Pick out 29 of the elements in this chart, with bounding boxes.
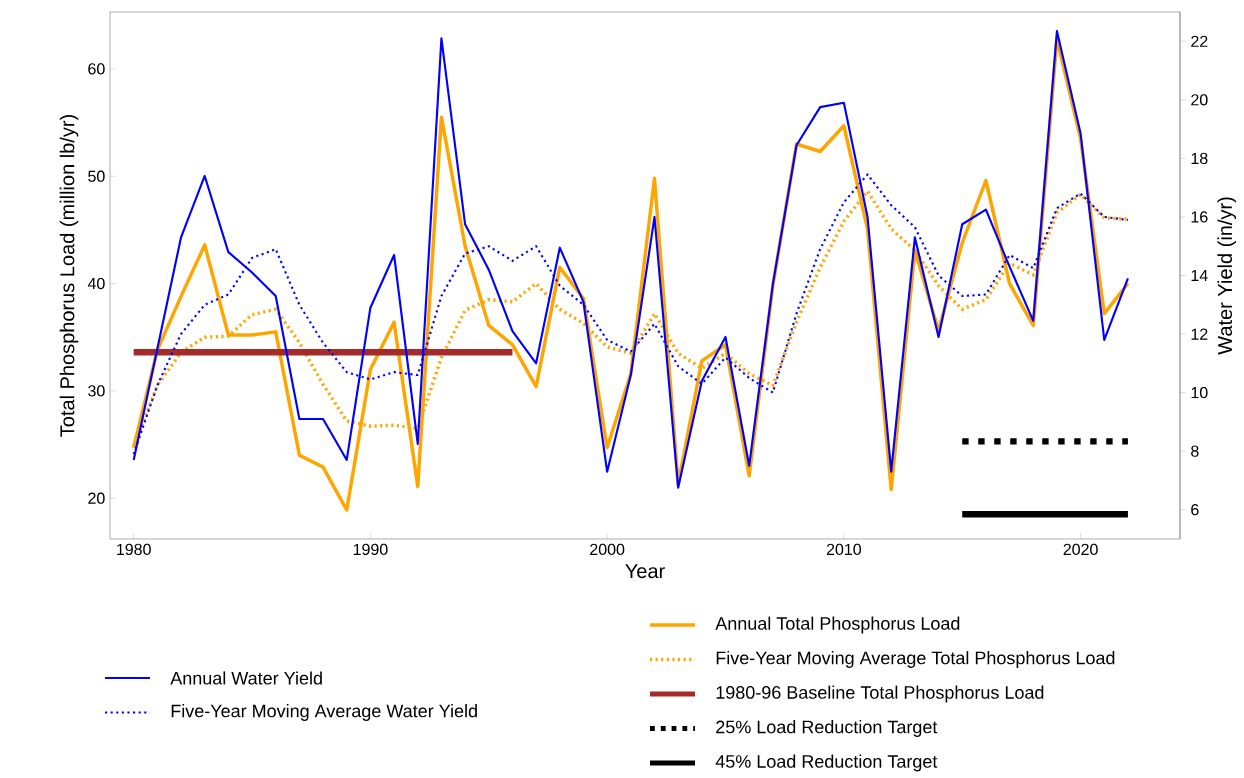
y-tick-label: 50 bbox=[88, 170, 105, 182]
legend-label: 25% Load Reduction Target bbox=[716, 720, 938, 737]
y-axis-title: Total Phosphorus Load (million lb/yr) bbox=[59, 115, 79, 437]
legend-label: Annual Water Yield bbox=[170, 671, 322, 685]
y2-tick-label: 6 bbox=[1191, 504, 1199, 516]
y2-tick-label: 20 bbox=[1191, 94, 1208, 106]
x-axis-title: Year bbox=[625, 564, 665, 579]
legend-label: 45% Load Reduction Target bbox=[715, 754, 938, 772]
y2-axis-title: Water Yield (in/yr) bbox=[1217, 197, 1236, 355]
y2-tick-label: 22 bbox=[1191, 35, 1208, 47]
y2-tick-label: 16 bbox=[1191, 211, 1208, 223]
y2-tick-label: 18 bbox=[1191, 152, 1208, 165]
y-tick-label: 40 bbox=[87, 277, 105, 290]
y2-tick-label: 10 bbox=[1191, 386, 1208, 399]
y2-tick-label: 12 bbox=[1191, 328, 1208, 340]
x-tick-label: 1980 bbox=[117, 543, 151, 556]
y-tick-label: 20 bbox=[88, 492, 105, 504]
x-tick-label: 2020 bbox=[1063, 543, 1098, 556]
x-tick-label: 1990 bbox=[353, 543, 388, 556]
legend-label: Five-Year Moving Average Water Yield bbox=[171, 704, 477, 721]
legend-label: 1980-96 Baseline Total Phosphorus Load bbox=[716, 685, 1044, 703]
legend-label: Annual Total Phosphorus Load bbox=[715, 616, 960, 634]
y-tick-label: 30 bbox=[88, 385, 105, 397]
y-tick-label: 60 bbox=[88, 63, 105, 75]
y2-tick-label: 8 bbox=[1191, 445, 1199, 457]
y2-tick-label: 14 bbox=[1191, 270, 1208, 281]
legend-label: Five-Year Moving Average Total Phosphorus Load bbox=[716, 651, 1115, 668]
x-tick-label: 2010 bbox=[826, 543, 862, 556]
x-tick-label: 2000 bbox=[590, 543, 625, 556]
